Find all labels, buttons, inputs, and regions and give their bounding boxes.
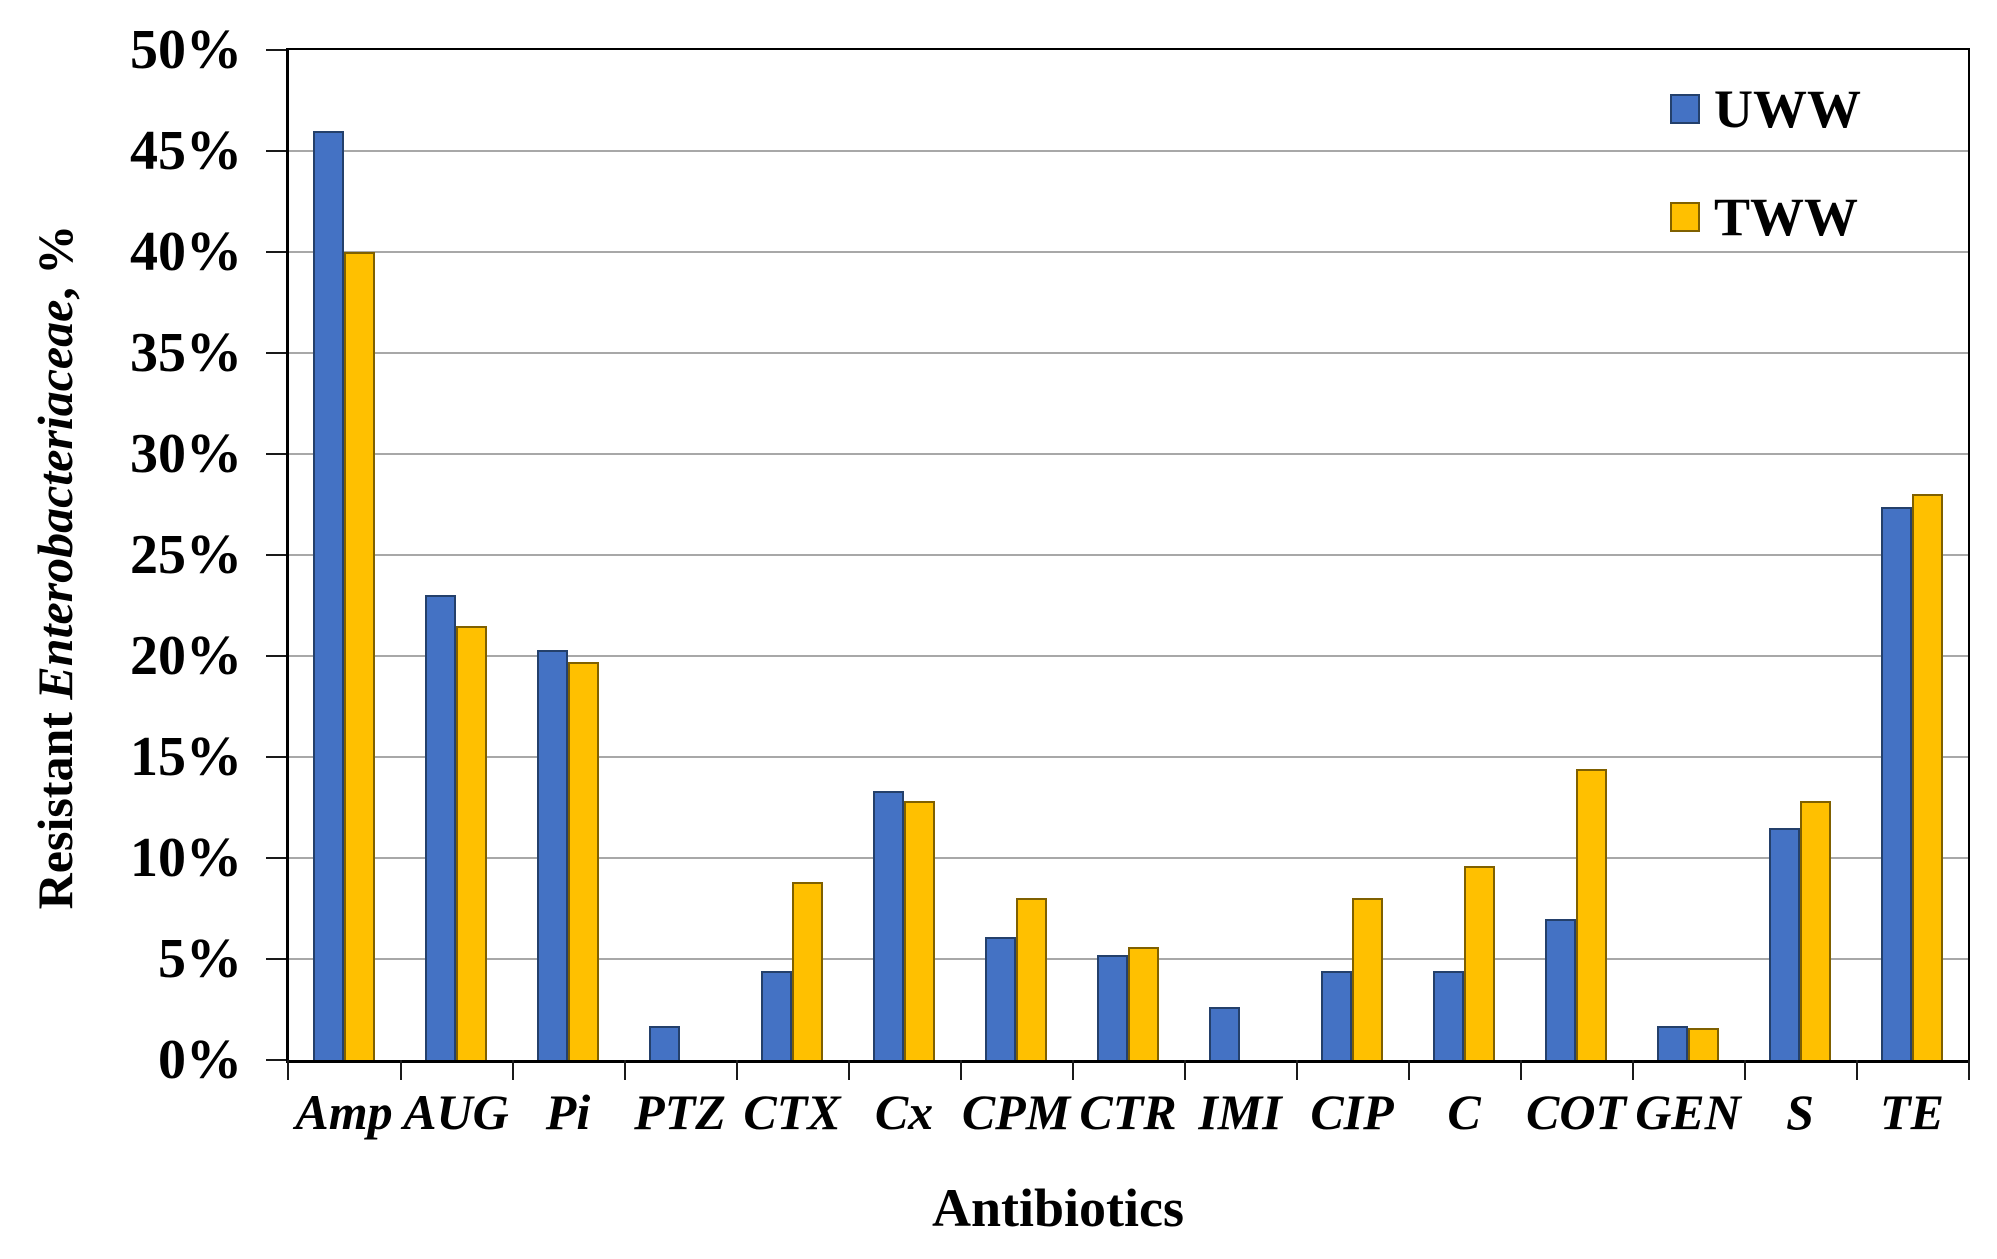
y-tick-5 bbox=[266, 958, 286, 960]
x-tick-2 bbox=[512, 1060, 514, 1080]
y-tick-label-45%: 45% bbox=[130, 120, 242, 182]
gridline-20 bbox=[289, 655, 1968, 657]
y-tick-0 bbox=[266, 1059, 286, 1061]
y-tick-20 bbox=[266, 655, 286, 657]
y-tick-label-5%: 5% bbox=[158, 928, 242, 990]
bar-tww-cot bbox=[1576, 769, 1607, 1060]
x-tick-6 bbox=[960, 1060, 962, 1080]
x-tick-0 bbox=[287, 1060, 289, 1080]
gridline-30 bbox=[289, 453, 1968, 455]
x-tick-label-ctx: CTX bbox=[743, 1084, 841, 1140]
gridline-15 bbox=[289, 756, 1968, 758]
x-tick-label-aug: AUG bbox=[403, 1084, 509, 1140]
bar-uww-c bbox=[1433, 971, 1464, 1060]
bar-tww-cpm bbox=[1016, 898, 1047, 1060]
x-tick-11 bbox=[1520, 1060, 1522, 1080]
x-tick-label-s: S bbox=[1786, 1084, 1814, 1140]
bar-tww-s bbox=[1800, 801, 1831, 1060]
x-tick-label-imi: IMI bbox=[1198, 1084, 1282, 1140]
y-tick-10 bbox=[266, 857, 286, 859]
x-tick-9 bbox=[1296, 1060, 1298, 1080]
y-tick-label-20%: 20% bbox=[130, 625, 242, 687]
bar-tww-aug bbox=[456, 625, 487, 1060]
x-tick-label-cpm: CPM bbox=[961, 1084, 1071, 1140]
y-tick-label-30%: 30% bbox=[130, 423, 242, 485]
x-tick-14 bbox=[1856, 1060, 1858, 1080]
gridline-25 bbox=[289, 554, 1968, 556]
x-tick-label-cot: COT bbox=[1526, 1084, 1626, 1140]
y-tick-label-25%: 25% bbox=[130, 524, 242, 586]
x-tick-label-te: TE bbox=[1880, 1084, 1944, 1140]
x-tick-7 bbox=[1072, 1060, 1074, 1080]
x-tick-label-cip: CIP bbox=[1310, 1084, 1394, 1140]
y-tick-40 bbox=[266, 251, 286, 253]
x-tick-5 bbox=[848, 1060, 850, 1080]
legend-item-tww: TWW bbox=[1670, 186, 1861, 248]
y-tick-35 bbox=[266, 352, 286, 354]
y-tick-50 bbox=[266, 49, 286, 51]
legend-swatch-tww bbox=[1670, 202, 1700, 232]
y-tick-15 bbox=[266, 756, 286, 758]
x-tick-13 bbox=[1744, 1060, 1746, 1080]
bar-uww-cip bbox=[1321, 971, 1352, 1060]
bar-uww-amp bbox=[313, 130, 344, 1060]
plot-area bbox=[266, 48, 1970, 1080]
legend-item-uww: UWW bbox=[1670, 78, 1861, 140]
bar-tww-pi bbox=[568, 662, 599, 1060]
bar-tww-gen bbox=[1688, 1027, 1719, 1060]
bar-tww-cx bbox=[904, 801, 935, 1060]
x-tick-label-gen: GEN bbox=[1635, 1084, 1741, 1140]
bar-tww-ctr bbox=[1128, 946, 1159, 1060]
bar-uww-cot bbox=[1545, 918, 1576, 1060]
x-tick-3 bbox=[624, 1060, 626, 1080]
x-tick-label-cx: Cx bbox=[874, 1084, 934, 1140]
x-tick-4 bbox=[736, 1060, 738, 1080]
x-tick-10 bbox=[1408, 1060, 1410, 1080]
bar-uww-ctr bbox=[1097, 954, 1128, 1060]
bar-uww-aug bbox=[425, 595, 456, 1060]
x-tick-label-pi: Pi bbox=[545, 1084, 591, 1140]
y-tick-label-15%: 15% bbox=[130, 726, 242, 788]
y-tick-label-35%: 35% bbox=[130, 322, 242, 384]
bar-uww-pi bbox=[537, 649, 568, 1060]
y-tick-30 bbox=[266, 453, 286, 455]
legend-label-tww: TWW bbox=[1714, 187, 1859, 247]
x-tick-8 bbox=[1184, 1060, 1186, 1080]
y-tick-label-10%: 10% bbox=[130, 827, 242, 889]
bar-uww-imi bbox=[1209, 1007, 1240, 1060]
bar-tww-cip bbox=[1352, 898, 1383, 1060]
bar-uww-te bbox=[1881, 506, 1912, 1060]
x-tick-1 bbox=[400, 1060, 402, 1080]
x-tick-12 bbox=[1632, 1060, 1634, 1080]
gridline-40 bbox=[289, 251, 1968, 253]
gridline-35 bbox=[289, 352, 1968, 354]
y-tick-25 bbox=[266, 554, 286, 556]
x-tick-label-ptz: PTZ bbox=[634, 1084, 726, 1140]
legend-label-uww: UWW bbox=[1714, 79, 1861, 139]
bar-tww-c bbox=[1464, 866, 1495, 1060]
x-axis-title: Antibiotics bbox=[931, 1178, 1185, 1238]
bar-tww-ctx bbox=[792, 882, 823, 1060]
legend: UWW TWW bbox=[1670, 78, 1861, 294]
x-tick-label-c: C bbox=[1447, 1084, 1481, 1140]
legend-swatch-uww bbox=[1670, 94, 1700, 124]
bar-tww-te bbox=[1912, 494, 1943, 1060]
bar-uww-gen bbox=[1657, 1025, 1688, 1060]
gridline-10 bbox=[289, 857, 1968, 859]
y-tick-label-0%: 0% bbox=[158, 1029, 242, 1091]
bar-uww-s bbox=[1769, 827, 1800, 1060]
x-tick-label-amp: Amp bbox=[295, 1084, 393, 1140]
y-tick-45 bbox=[266, 150, 286, 152]
x-tick-label-ctr: CTR bbox=[1079, 1084, 1177, 1140]
bar-tww-amp bbox=[344, 252, 375, 1060]
x-tick-15 bbox=[1968, 1060, 1970, 1080]
y-tick-label-40%: 40% bbox=[130, 221, 242, 283]
bar-uww-ctx bbox=[761, 971, 792, 1060]
y-tick-label-50%: 50% bbox=[130, 19, 242, 81]
bar-uww-cx bbox=[873, 791, 904, 1060]
bar-uww-cpm bbox=[985, 936, 1016, 1060]
bar-uww-ptz bbox=[649, 1025, 680, 1060]
gridline-45 bbox=[289, 150, 1968, 152]
